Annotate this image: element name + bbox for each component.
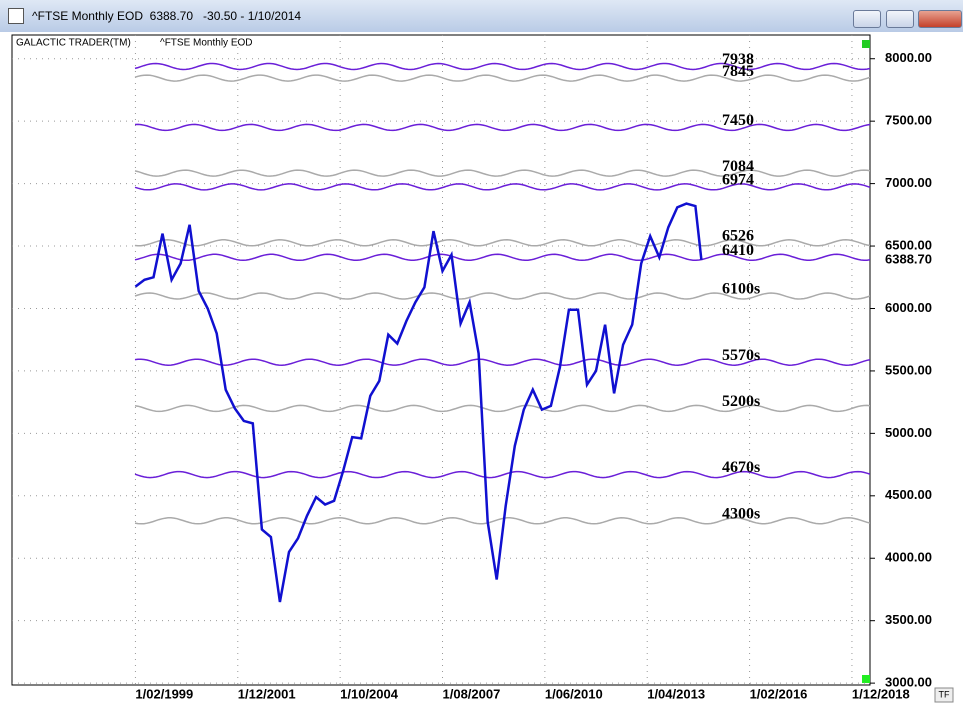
level-label: 7845 xyxy=(722,63,754,80)
tf-button[interactable] xyxy=(934,687,954,703)
x-tick-label: 1/12/2018 xyxy=(852,686,910,701)
chart-title: ^FTSE Monthly EOD xyxy=(160,38,253,49)
level-label: 4670s xyxy=(722,459,760,476)
y-tick-label: 6500.00 xyxy=(885,237,932,252)
tf-label: TF xyxy=(939,689,950,699)
level-wave xyxy=(134,253,870,262)
level-wave xyxy=(134,183,870,191)
y-tick-label: 5500.00 xyxy=(885,362,932,377)
brand: GALACTIC TRADER(TM) xyxy=(16,38,131,49)
level-wave xyxy=(134,74,870,82)
maximize-button[interactable] xyxy=(886,10,914,28)
level-wave xyxy=(134,123,870,132)
level-label: 6410 xyxy=(722,242,754,259)
level-label: 5570s xyxy=(722,347,760,364)
y-tick-label: 4000.00 xyxy=(885,550,932,565)
window-title: ^FTSE Monthly EOD 6388.70 -30.50 - 1/10/… xyxy=(32,9,302,23)
y-tick-label: 8000.00 xyxy=(885,50,932,65)
level-wave xyxy=(134,169,870,177)
level-label: 7450 xyxy=(722,112,754,129)
level-wave xyxy=(134,358,870,366)
marker-top xyxy=(862,40,870,48)
level-wave xyxy=(134,62,870,71)
title-bar: ^FTSE Monthly EOD 6388.70 -30.50 - 1/10/… xyxy=(0,0,963,32)
plot-area xyxy=(11,34,871,686)
level-wave xyxy=(134,404,870,413)
y-tick-label: 7000.00 xyxy=(885,175,932,190)
x-tick-label: 1/02/2016 xyxy=(750,686,808,701)
y-tick-label: 6000.00 xyxy=(885,300,932,315)
level-wave xyxy=(134,517,870,525)
y-tick-label: 7500.00 xyxy=(885,113,932,128)
x-tick-label: 1/10/2004 xyxy=(340,686,399,701)
marker-bottom xyxy=(862,675,870,683)
level-label: 7084 xyxy=(722,158,754,175)
level-label: 7938 xyxy=(722,51,754,68)
level-label: 6100s xyxy=(722,281,760,298)
x-tick-label: 1/02/1999 xyxy=(135,686,193,701)
x-tick-label: 1/06/2010 xyxy=(545,686,603,701)
level-wave xyxy=(134,239,870,247)
y-tick-label: 3500.00 xyxy=(885,612,932,627)
close-button[interactable] xyxy=(918,10,962,28)
level-label: 4300s xyxy=(722,505,760,522)
x-tick-label: 1/04/2013 xyxy=(647,686,705,701)
price-line xyxy=(134,202,703,603)
chart: GALACTIC TRADER(TM) ^FTSE Monthly EOD TF… xyxy=(0,32,963,714)
y-tick-label: 5000.00 xyxy=(885,425,932,440)
level-wave xyxy=(134,292,870,300)
x-tick-label: 1/08/2007 xyxy=(443,686,501,701)
level-label: 6526 xyxy=(722,227,754,244)
x-tick-label: 1/12/2001 xyxy=(238,686,296,701)
y-tick-label: 3000.00 xyxy=(885,675,932,690)
level-label: 6974 xyxy=(722,172,754,189)
level-label: 5200s xyxy=(722,393,760,410)
app-icon xyxy=(8,8,24,24)
last-price-label: 6388.70 xyxy=(885,251,932,266)
y-tick-label: 4500.00 xyxy=(885,487,932,502)
minimize-button[interactable] xyxy=(853,10,881,28)
